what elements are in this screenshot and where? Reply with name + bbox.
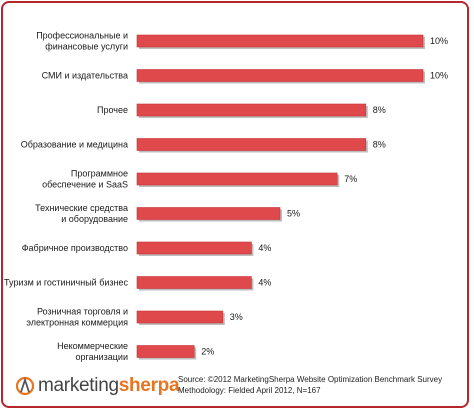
category-label: Розничная торговля и — [37, 307, 128, 317]
category-label: электронная коммерция — [26, 318, 128, 328]
category-label: Фабричное производство — [22, 243, 128, 253]
bar-8 — [136, 310, 224, 324]
bar-1 — [136, 69, 424, 82]
value-label: 10% — [430, 71, 448, 81]
category-label: Некоммерческие — [57, 341, 128, 351]
logo-text-sherpa: sherpa — [118, 375, 180, 396]
value-label: 8% — [373, 140, 386, 150]
chart-frame: Профессиональные и финансовые услуги 10% СМ… — [1, 1, 469, 408]
bar-2 — [136, 103, 367, 117]
value-label: 3% — [230, 312, 243, 322]
category-label: Прочее — [97, 105, 128, 115]
value-label: 8% — [373, 105, 386, 115]
category-label: Туризм и гостиничный бизнес — [4, 278, 128, 288]
category-label: Технические средства — [35, 203, 128, 213]
methodology-line: Methodology: Fielded April 2012, N=167 — [178, 386, 321, 395]
category-label: обеспечение и SaaS — [42, 180, 128, 190]
bar-4 — [136, 172, 338, 186]
bar-7 — [136, 276, 252, 289]
bar-9 — [136, 345, 195, 358]
marketingsherpa-logo: marketing sherpa — [15, 371, 180, 401]
category-label: Профессиональные и — [36, 31, 128, 41]
logo-text-marketing: marketing — [38, 375, 119, 396]
value-label: 2% — [201, 347, 214, 357]
source-line: Source: ©2012 MarketingSherpa Website Op… — [178, 375, 443, 384]
value-label: 5% — [287, 209, 300, 219]
category-label: Образование и медицина — [21, 140, 128, 150]
value-label: 4% — [258, 243, 271, 253]
value-label: 4% — [258, 278, 271, 288]
value-label: 7% — [344, 174, 357, 184]
value-label: 10% — [430, 36, 448, 46]
category-label: СМИ и издательства — [42, 71, 128, 81]
logo-mark-icon — [15, 376, 35, 396]
category-label: Программное — [71, 169, 128, 179]
bar-5 — [136, 207, 281, 220]
category-label: и оборудование — [61, 214, 128, 224]
bar-3 — [136, 138, 367, 151]
bar-0 — [136, 34, 424, 48]
category-label: финансовые услуги — [45, 42, 128, 52]
source-note: Source: ©2012 MarketingSherpa Website Op… — [178, 374, 442, 396]
bar-6 — [136, 241, 252, 255]
category-label: организации — [76, 352, 128, 362]
